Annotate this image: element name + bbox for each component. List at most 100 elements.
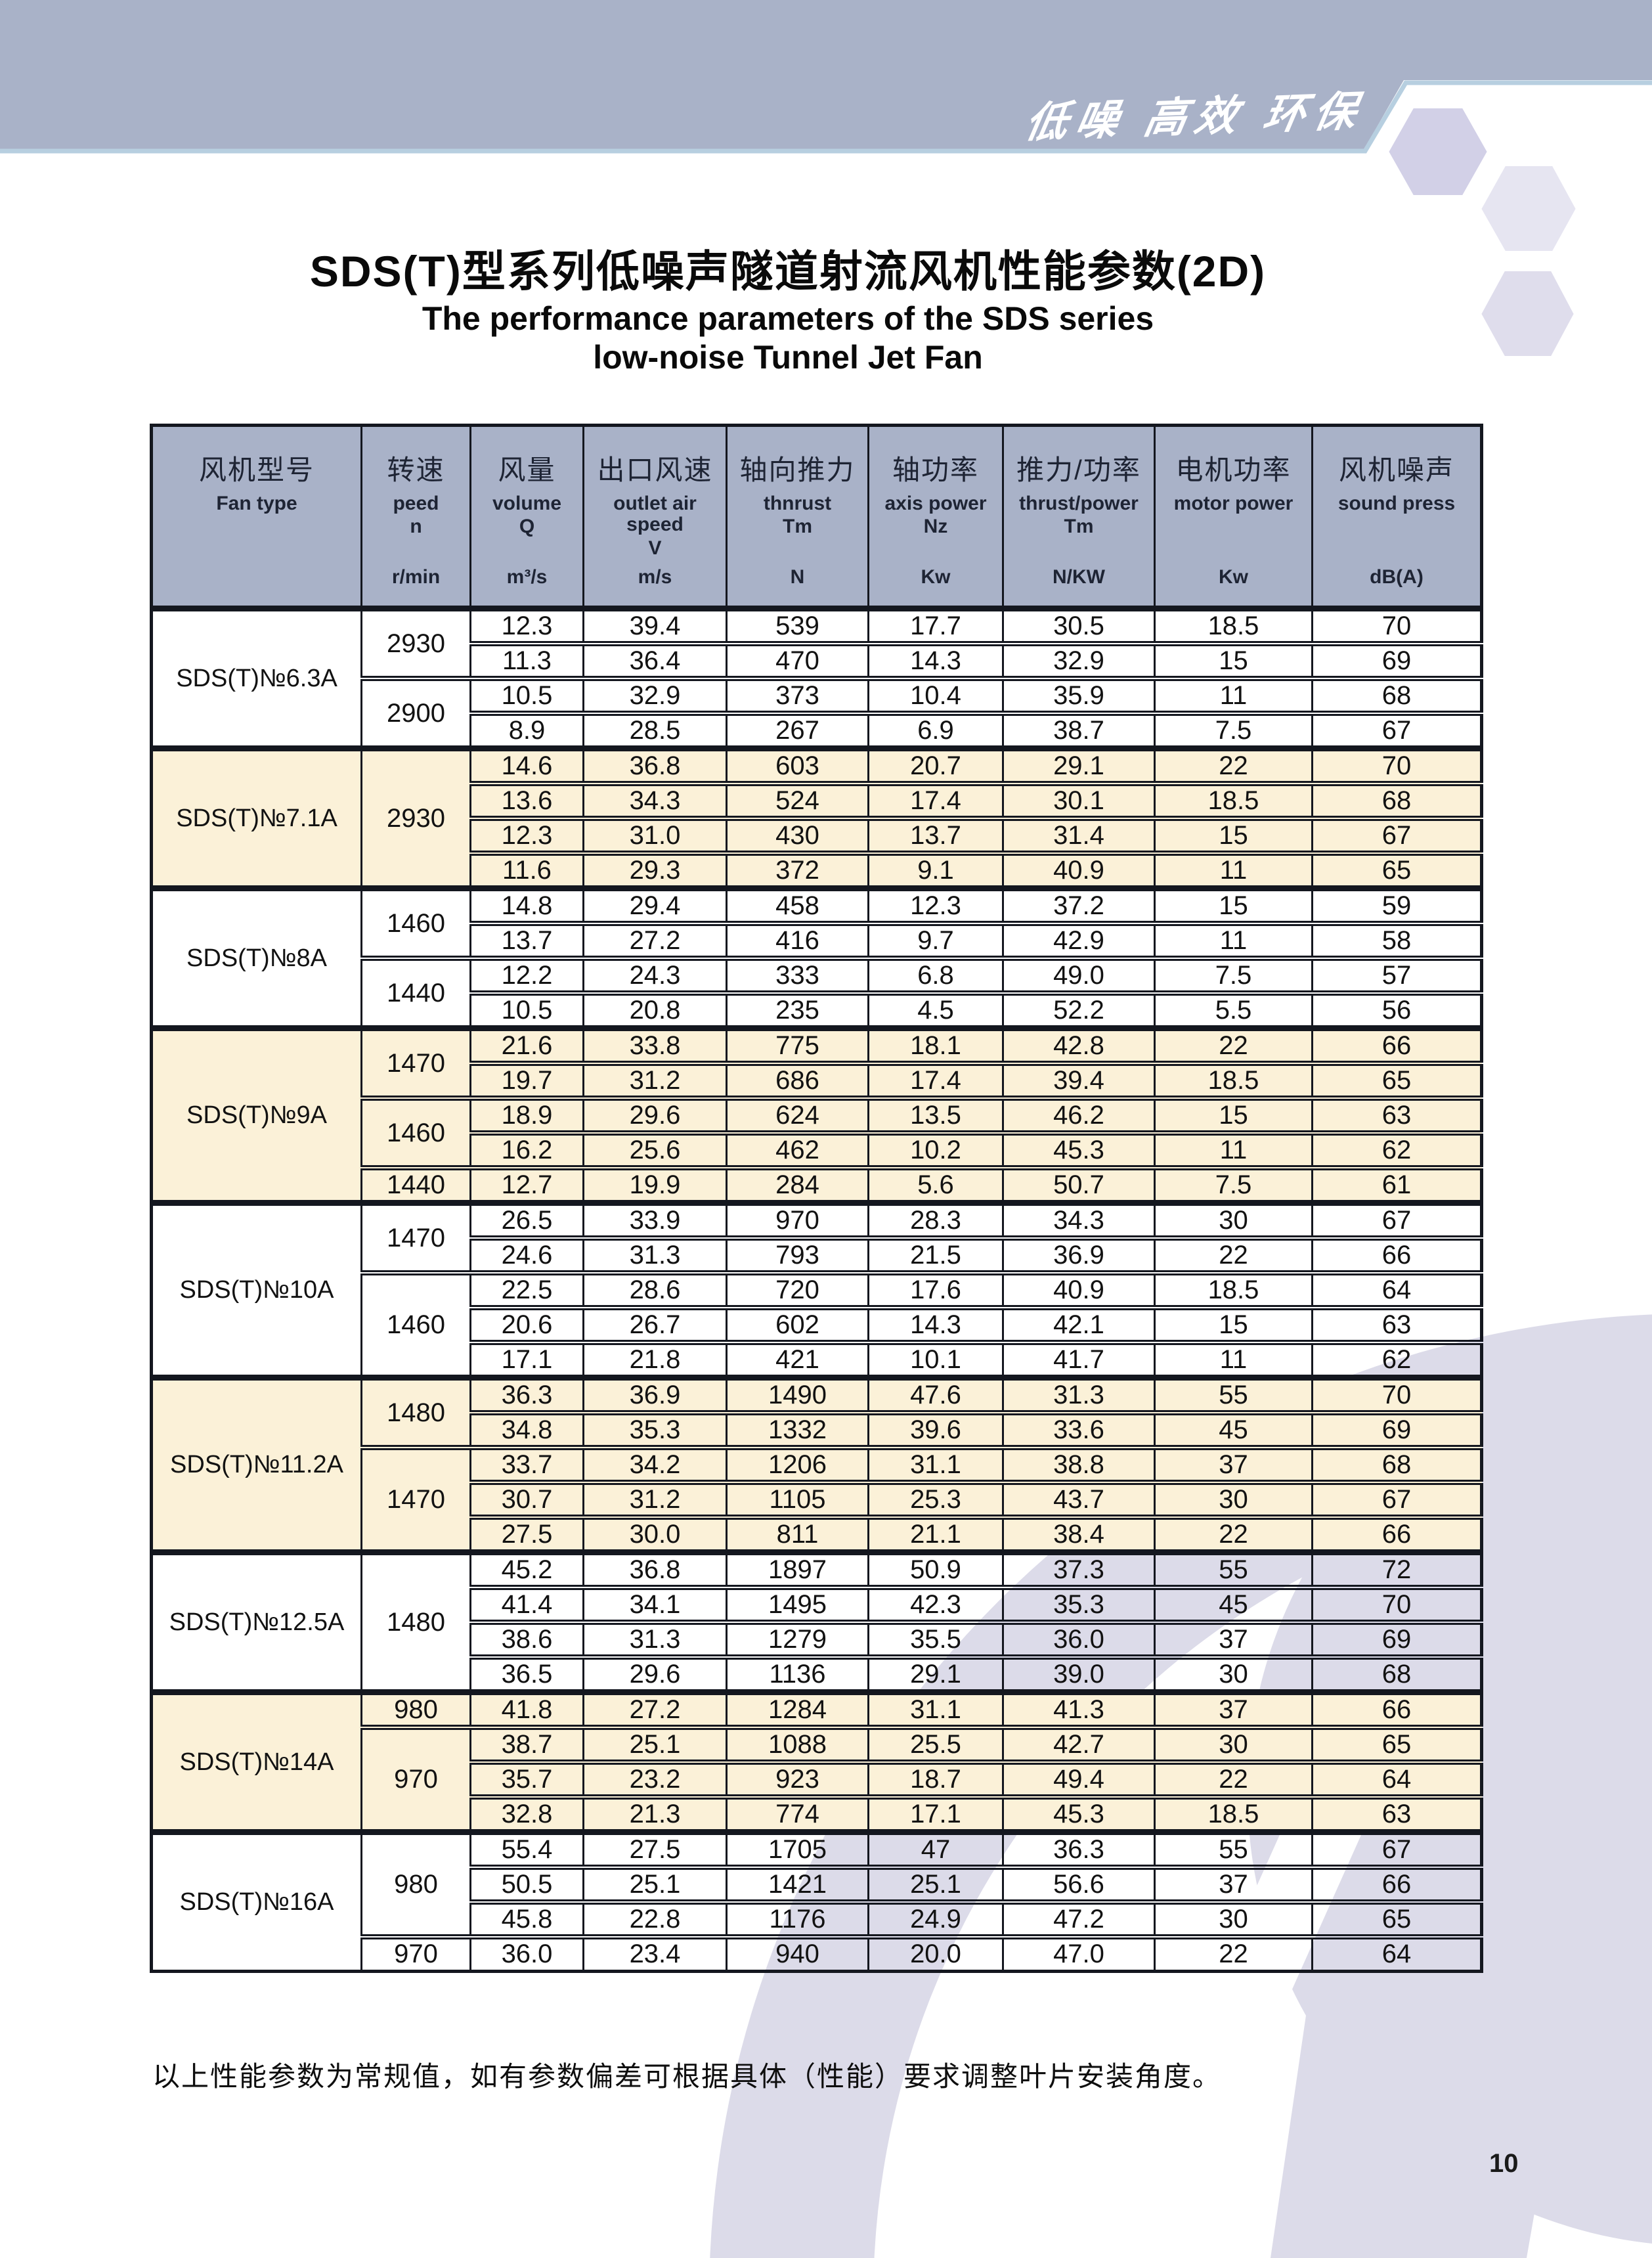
value-cell: 66 [1311, 1025, 1482, 1063]
value-cell: 624 [726, 1096, 869, 1133]
value-cell: 21.3 [582, 1794, 727, 1832]
rpm-cell: 1460 [360, 1096, 471, 1168]
table-row: 13.6 34.3 524 17.4 30.1 18.5 68 [152, 781, 1482, 818]
column-header-en: outlet air speed [613, 493, 697, 536]
value-cell: 1332 [726, 1410, 869, 1448]
value-cell: 372 [726, 851, 869, 889]
column-header-en: thnrust [763, 493, 832, 514]
table-row: 2900 10.5 32.9 373 10.4 35.9 11 68 [152, 676, 1482, 749]
fan-model-cell: SDS(T)№12.5A [150, 1549, 362, 1693]
value-cell: 10.5 [469, 990, 584, 1029]
value-cell: 458 [726, 885, 869, 923]
table-row: SDS(T)№9A 1470 21.6 33.8 775 18.1 42.8 22 66 [150, 1025, 1482, 1203]
value-cell: 45 [1154, 1585, 1313, 1622]
fan-model-cell: SDS(T)№9A [150, 1025, 362, 1203]
rpm-cell: 2900 [360, 676, 471, 749]
column-header-en: axis power [884, 493, 987, 514]
value-cell: 34.1 [582, 1585, 727, 1622]
table-row: 13.7 27.2 416 9.7 42.9 11 58 [152, 921, 1482, 958]
column-header-en: thrust/power [1019, 493, 1139, 514]
value-cell: 7.5 [1154, 956, 1313, 993]
value-cell: 35.9 [1002, 676, 1155, 713]
column-header-unit: N [790, 566, 805, 588]
value-cell: 17.6 [867, 1270, 1003, 1308]
rpm-cell: 980 [360, 1689, 471, 1727]
value-cell: 64 [1311, 1270, 1482, 1308]
value-cell: 46.2 [1002, 1096, 1155, 1133]
value-cell: 31.3 [1002, 1375, 1155, 1413]
value-cell: 47.0 [1002, 1934, 1155, 1971]
column-header: 风机噪声 sound press dB(A) [1311, 425, 1482, 611]
value-cell: 31.3 [582, 1620, 727, 1657]
value-cell: 35.5 [867, 1620, 1003, 1657]
table-row: 11.3 36.4 470 14.3 32.9 15 69 [152, 641, 1482, 678]
column-header-cn: 风量 [498, 454, 556, 485]
value-cell: 41.3 [1002, 1689, 1155, 1727]
value-cell: 1088 [726, 1725, 869, 1762]
value-cell: 7.5 [1154, 711, 1313, 749]
table-row: 1460 18.9 29.6 624 13.5 46.2 15 63 [152, 1096, 1482, 1168]
value-cell: 55 [1154, 1549, 1313, 1587]
value-cell: 18.7 [867, 1760, 1003, 1797]
value-cell: 33.6 [1002, 1410, 1155, 1448]
value-cell: 11 [1154, 676, 1313, 713]
value-cell: 67 [1311, 711, 1482, 749]
rpm-cell: 1480 [360, 1375, 471, 1448]
value-cell: 22 [1154, 745, 1313, 784]
value-cell: 68 [1311, 676, 1482, 713]
value-cell: 68 [1311, 1445, 1482, 1482]
value-cell: 49.4 [1002, 1760, 1155, 1797]
table-row: 16.2 25.6 462 10.2 45.3 11 62 [152, 1130, 1482, 1168]
column-header: 轴功率 axis power Nz Kw [867, 425, 1003, 611]
value-cell: 41.7 [1002, 1340, 1155, 1378]
value-cell: 25.6 [582, 1130, 727, 1168]
value-cell: 30.1 [1002, 781, 1155, 818]
value-cell: 40.9 [1002, 1270, 1155, 1308]
value-cell: 14.3 [867, 641, 1003, 678]
value-cell: 37 [1154, 1689, 1313, 1727]
value-cell: 12.3 [469, 606, 584, 644]
value-cell: 11.3 [469, 641, 584, 678]
value-cell: 69 [1311, 1410, 1482, 1448]
value-cell: 31.1 [867, 1689, 1003, 1727]
value-cell: 69 [1311, 1620, 1482, 1657]
value-cell: 45.3 [1002, 1794, 1155, 1832]
value-cell: 20.8 [582, 990, 727, 1029]
value-cell: 49.0 [1002, 956, 1155, 993]
value-cell: 25.1 [867, 1865, 1003, 1902]
value-cell: 7.5 [1154, 1165, 1313, 1203]
value-cell: 69 [1311, 641, 1482, 678]
value-cell: 42.7 [1002, 1725, 1155, 1762]
value-cell: 36.3 [469, 1375, 584, 1413]
value-cell: 284 [726, 1165, 869, 1203]
fan-model-cell: SDS(T)№7.1A [150, 745, 362, 889]
header-band-edge [0, 80, 1652, 154]
value-cell: 28.6 [582, 1270, 727, 1308]
fan-model-cell: SDS(T)№8A [150, 885, 362, 1029]
value-cell: 36.9 [1002, 1235, 1155, 1273]
value-cell: 26.7 [582, 1305, 727, 1342]
value-cell: 34.2 [582, 1445, 727, 1482]
value-cell: 24.3 [582, 956, 727, 993]
value-cell: 12.2 [469, 956, 584, 993]
column-header-unit: m/s [638, 566, 672, 588]
value-cell: 524 [726, 781, 869, 818]
value-cell: 22 [1154, 1235, 1313, 1273]
value-cell: 45.3 [1002, 1130, 1155, 1168]
value-cell: 37 [1154, 1620, 1313, 1657]
value-cell: 5.5 [1154, 990, 1313, 1029]
column-header-unit: dB(A) [1370, 566, 1424, 588]
rpm-cell: 980 [360, 1829, 471, 1937]
value-cell: 21.1 [867, 1515, 1003, 1553]
value-cell: 70 [1311, 1375, 1482, 1413]
value-cell: 30.0 [582, 1515, 727, 1553]
value-cell: 52.2 [1002, 990, 1155, 1029]
rpm-cell: 2930 [360, 606, 471, 678]
value-cell: 30 [1154, 1200, 1313, 1238]
value-cell: 13.5 [867, 1096, 1003, 1133]
value-cell: 63 [1311, 1794, 1482, 1832]
rpm-cell: 1470 [360, 1200, 471, 1273]
page-title-cn: SDS(T)型系列低噪声隧道射流风机性能参数(2D) [309, 247, 1267, 296]
